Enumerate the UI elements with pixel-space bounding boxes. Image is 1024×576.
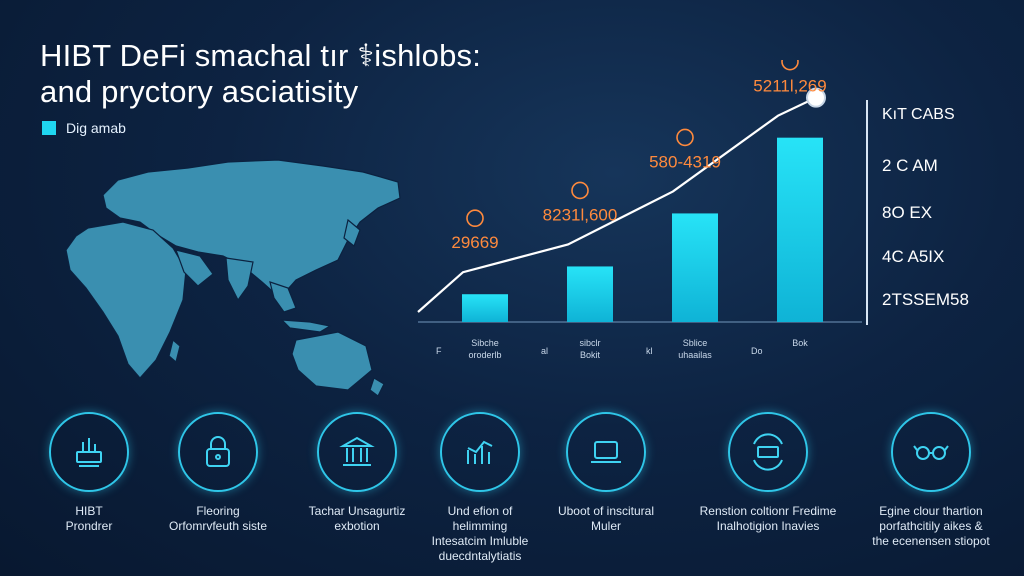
- feature-label-line: Muler: [590, 519, 621, 533]
- map-australia: [291, 331, 373, 391]
- value-badge-icon: [676, 128, 694, 147]
- feature-bank: Tachar Unsagurtiz exbotion: [282, 412, 432, 534]
- map-arabia: [175, 249, 214, 287]
- x-tick-mark: al: [541, 346, 548, 356]
- chart-bar: [567, 266, 613, 322]
- feature-row: HIBT Prondrer Fleoring Orfomrvfeuth sist…: [0, 388, 1024, 568]
- feature-label-line: Inalhotigion Inavies: [716, 519, 820, 533]
- laptop-icon: [566, 412, 646, 492]
- feature-label-line: porfathcitily aikes &: [879, 519, 983, 533]
- feature-exchange: Renstion coltionr Fredime Inalhotigion I…: [693, 412, 843, 534]
- growth-chart-icon: [440, 412, 520, 492]
- page-title: HIBT DeFi smachal tır ⚕ishlobs: and pryc…: [40, 38, 600, 110]
- trend-line: [417, 96, 817, 313]
- title-line-2: and pryctory asciatisity: [40, 74, 359, 109]
- feature-label-line: Egine clour thartion: [879, 504, 983, 518]
- side-list-header: KıT CABS: [882, 106, 955, 123]
- bar-value-label: 8231l,600: [543, 205, 618, 224]
- side-list: KıT CABS 2 C AM 8O EX 4C A5IX 2TSSEM58: [866, 100, 1016, 325]
- side-list-item: 2 C AM: [882, 156, 938, 175]
- feature-label-line: Tachar Unsagurtiz: [308, 504, 406, 518]
- x-tick-mark: kl: [646, 346, 653, 356]
- x-tick-label: Bok: [792, 338, 808, 348]
- exchange-icon: [728, 412, 808, 492]
- feature-growth: Und efion of helimming Intesatcim Imlubl…: [405, 412, 555, 564]
- platform-icon: [49, 412, 129, 492]
- x-tick-mark: Do: [751, 346, 763, 356]
- legend-label: Dig amab: [66, 120, 126, 136]
- feature-label-line: HIBT: [75, 504, 103, 518]
- side-list-item: 8O EX: [882, 203, 933, 222]
- x-tick-label: sibclr: [579, 338, 600, 348]
- map-india: [225, 257, 254, 302]
- world-map: [65, 159, 401, 397]
- feature-label-line: Fleoring: [196, 504, 240, 518]
- legend-swatch: [42, 121, 56, 135]
- feature-label-line: Orfomrvfeuth siste: [168, 519, 268, 533]
- side-list-item: 4C A5IX: [882, 247, 945, 266]
- bar-chart: 29669 8231l,600 580-4319 5211l,269 F Sibche o…: [417, 60, 862, 360]
- map-indonesia: [280, 319, 332, 333]
- x-tick-mark: F: [436, 346, 442, 356]
- value-badge-icon: [466, 209, 484, 228]
- feature-platform: HIBT Prondrer: [14, 412, 164, 534]
- side-list-item: 2TSSEM58: [882, 290, 969, 309]
- feature-lock: Fleoring Orfomrvfeuth siste: [143, 412, 293, 534]
- title-line-1: HIBT DeFi smachal tır ⚕ishlobs:: [40, 38, 482, 73]
- map-madagascar: [168, 338, 181, 364]
- bar-value-label: 580-4319: [649, 152, 721, 171]
- map-southeast-asia: [269, 281, 297, 313]
- glasses-icon: [891, 412, 971, 492]
- trend-end-marker: [806, 87, 826, 108]
- map-africa: [65, 221, 187, 379]
- lock-icon: [178, 412, 258, 492]
- feature-label-line: Uboot of inscitural: [557, 504, 655, 518]
- feature-laptop: Uboot of inscitural Muler: [531, 412, 681, 534]
- feature-label-line: Und efion of: [447, 504, 513, 518]
- x-tick-label: uhaailas: [678, 350, 712, 360]
- feature-glasses: Egine clour thartion porfathcitily aikes…: [856, 412, 1006, 549]
- bank-icon: [317, 412, 397, 492]
- chart-bar: [672, 213, 718, 322]
- value-badge-icon: [781, 60, 799, 71]
- x-tick-label: oroderlb: [468, 350, 501, 360]
- feature-label-line: Intesatcim Imluble: [431, 534, 529, 548]
- x-tick-label: Sibche: [471, 338, 499, 348]
- x-tick-label: Bokit: [580, 350, 601, 360]
- chart-bar: [462, 294, 508, 322]
- legend: Dig amab: [42, 120, 126, 136]
- feature-label-line: helimming: [452, 519, 508, 533]
- map-new-zealand: [369, 377, 385, 397]
- bar-value-label: 29669: [451, 233, 498, 252]
- feature-label-line: Prondrer: [65, 519, 113, 533]
- feature-label-line: the ecenensen stiopot: [872, 534, 990, 548]
- feature-label-line: exbotion: [334, 519, 380, 533]
- chart-bar: [777, 137, 823, 322]
- map-japan: [343, 218, 361, 247]
- feature-label-line: duecdntalytiatis: [438, 549, 522, 563]
- x-tick-label: Sblice: [683, 338, 708, 348]
- bar-value-label: 5211l,269: [753, 77, 826, 96]
- value-badge-icon: [571, 181, 589, 200]
- feature-label-line: Renstion coltionr Fredime: [699, 504, 837, 518]
